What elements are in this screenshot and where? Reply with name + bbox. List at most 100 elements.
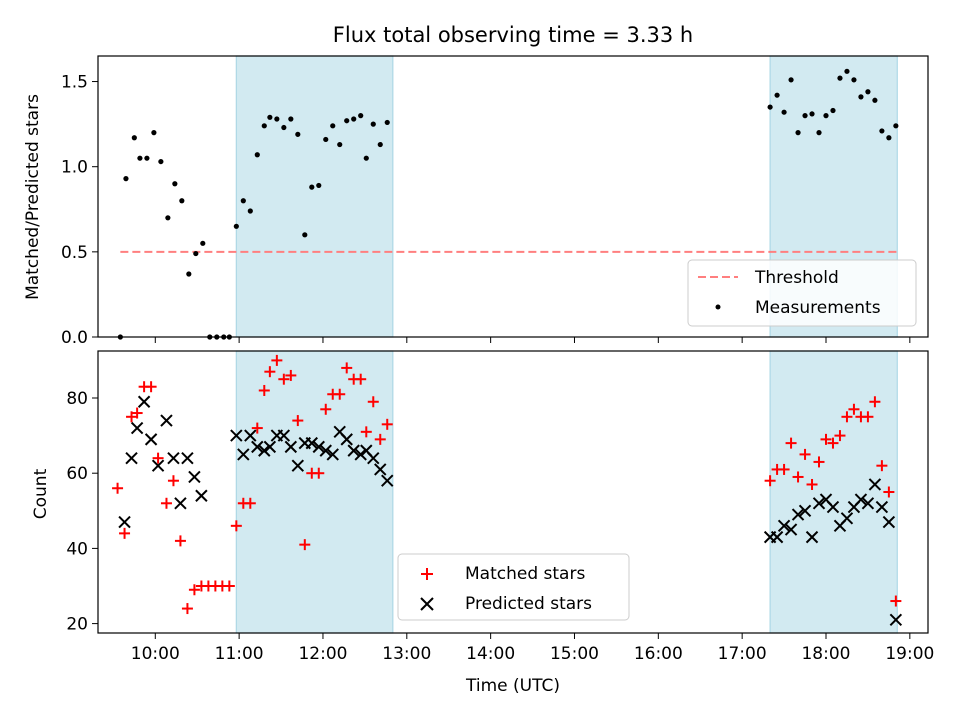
matched-point-11	[188, 584, 200, 596]
measurement-point-8	[172, 181, 178, 187]
measurement-point-50	[837, 75, 843, 81]
measurement-point-29	[316, 182, 322, 189]
predicted-point-40	[798, 504, 812, 518]
matched-point-23	[271, 354, 283, 366]
predicted-point-21	[291, 459, 305, 472]
top-panel: 0.0 0.5 1.0 1.5 Matched/Predicted stars Thr…	[23, 55, 929, 348]
predicted-point-38	[784, 523, 798, 536]
predicted-point-20	[284, 440, 298, 454]
predicted-point-11	[195, 489, 208, 502]
legend-measurements-label: Measurements	[755, 298, 881, 318]
measurement-point-1	[123, 176, 129, 182]
bottom-x-axis: 10:00 11:00 12:00 13:00 14:00 15:00 16:00 17:00…	[131, 633, 934, 664]
matched-point-56	[876, 460, 888, 472]
xtick-label-6: 16:00	[634, 644, 683, 664]
measurement-point-31	[330, 123, 336, 129]
matched-point-9	[174, 535, 186, 547]
top-ytick-label-2: 1.0	[61, 158, 88, 178]
measurement-point-23	[274, 116, 280, 122]
predicted-point-52	[882, 515, 896, 529]
predicted-point-24	[312, 440, 325, 454]
predicted-point-0	[118, 515, 131, 529]
measurement-point-12	[200, 240, 206, 246]
xtick-label-9: 19:00	[885, 644, 934, 664]
xtick-label-8: 18:00	[801, 644, 850, 664]
measurement-point-52	[851, 77, 857, 83]
matched-point-35	[355, 373, 367, 385]
predicted-point-33	[374, 463, 387, 476]
predicted-point-2	[130, 421, 144, 435]
measurement-point-51	[844, 68, 850, 74]
measurement-point-43	[788, 77, 794, 83]
predicted-point-30	[354, 448, 367, 461]
measurement-point-32	[337, 141, 343, 148]
matched-point-46	[806, 478, 818, 490]
x-axis-label: Time (UTC)	[465, 676, 560, 696]
measurement-point-25	[288, 116, 294, 122]
matched-point-17	[230, 520, 242, 532]
bottom-ylabel: Count	[31, 468, 51, 519]
matched-point-52	[848, 403, 860, 415]
matched-point-26	[292, 415, 304, 427]
bottom-shaded-interval-0	[235, 350, 394, 634]
measurement-point-39	[384, 119, 390, 126]
measurement-point-27	[302, 232, 308, 238]
xtick-label-2: 12:00	[298, 644, 347, 664]
predicted-point-9	[181, 451, 194, 465]
matched-point-37	[367, 396, 379, 408]
matched-point-22	[264, 366, 276, 378]
xtick-label-7: 17:00	[718, 644, 767, 664]
top-legend-box	[687, 259, 917, 327]
top-ytick-label-3: 1.5	[61, 73, 88, 93]
bottom-axes-frame	[97, 350, 929, 634]
matched-point-6	[152, 452, 164, 464]
bottom-ytick-label-1: 40	[66, 539, 88, 559]
predicted-point-17	[263, 440, 277, 454]
predicted-point-37	[777, 519, 791, 533]
matched-point-29	[313, 467, 325, 479]
matched-point-39	[381, 418, 393, 430]
measurement-point-35	[358, 113, 364, 119]
predicted-point-12	[230, 429, 243, 442]
predicted-point-5	[151, 459, 165, 472]
legend-predicted-label: Predicted stars	[465, 594, 592, 614]
bottom-ytick-label-3: 80	[66, 389, 88, 409]
matched-point-38	[374, 433, 386, 445]
predicted-point-39	[791, 508, 805, 521]
matched-point-36	[360, 426, 372, 438]
measurement-point-11	[193, 250, 199, 257]
predicted-point-50	[868, 478, 882, 491]
top-shaded-interval-0	[235, 55, 394, 338]
measurement-point-5	[151, 130, 157, 136]
measurement-point-9	[179, 198, 185, 204]
matched-point-20	[251, 422, 263, 434]
matched-legend-icon	[421, 568, 433, 580]
matched-point-48	[820, 433, 832, 445]
measurement-point-26	[295, 131, 301, 137]
predicted-point-49	[861, 497, 875, 510]
measurement-point-7	[165, 215, 171, 221]
matched-point-16	[223, 580, 235, 592]
matched-point-51	[841, 411, 853, 423]
figure-title: Flux total observing time = 3.33 h	[333, 23, 693, 47]
predicted-point-32	[367, 451, 380, 465]
predicted-point-36	[770, 530, 784, 544]
predicted-point-3	[137, 395, 151, 408]
measurement-point-2	[131, 135, 137, 141]
xtick-label-1: 11:00	[215, 644, 264, 664]
matched-point-21	[258, 384, 270, 396]
measurement-point-33	[344, 118, 350, 124]
measurements-series	[117, 68, 899, 340]
bottom-ytick-label-0: 20	[66, 615, 88, 635]
matched-point-2	[126, 411, 138, 423]
measurement-point-37	[370, 121, 376, 127]
measurement-point-40	[767, 104, 773, 110]
measurement-point-30	[323, 136, 329, 143]
predicted-point-23	[305, 436, 318, 450]
top-axes-frame	[97, 55, 929, 338]
measurement-point-41	[774, 92, 780, 98]
matched-point-7	[160, 497, 172, 509]
predicted-point-19	[277, 429, 291, 442]
